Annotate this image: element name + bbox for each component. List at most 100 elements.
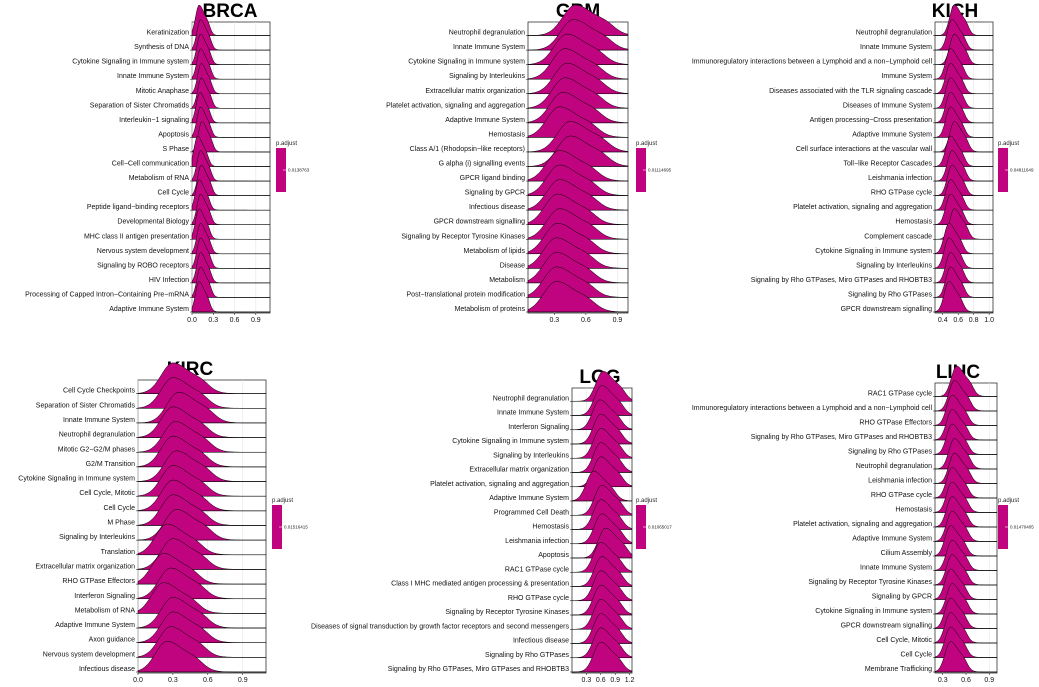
term-label: Separation of Sister Chromatids — [36, 402, 136, 409]
term-label: Metabolism — [489, 277, 525, 284]
term-label: Cytokine Signaling in Immune system — [815, 608, 932, 615]
term-label: Hemostasis — [488, 131, 525, 138]
x-tick-label: 1.0 — [984, 317, 994, 324]
term-label: Diseases associated with the TLR signali… — [769, 88, 932, 95]
term-label: Cell−Cell communication — [112, 161, 189, 168]
term-label: Cytokine Signaling in Immune system — [18, 476, 135, 483]
ridge-3 — [527, 48, 629, 80]
ridge-6 — [571, 456, 633, 488]
ridge-2 — [527, 33, 629, 65]
term-label: Extracellular matrix organization — [425, 88, 525, 95]
term-label: Signaling by Rho GTPases — [848, 291, 933, 298]
term-label: Axon guidance — [89, 637, 135, 644]
term-label: Peptide ligand−binding receptors — [87, 204, 190, 211]
term-label: Neutrophil degranulation — [449, 30, 525, 37]
term-label: Cytokine Signaling in Immune system — [72, 59, 189, 66]
term-label: RHO GTPase cycle — [508, 595, 569, 602]
x-tick-label: 0.0 — [133, 677, 143, 684]
x-tick-label: 0.6 — [581, 317, 591, 324]
ridge-1 — [527, 19, 629, 51]
term-label: GPCR downstream signalling — [841, 306, 933, 313]
legend-title: p.adjust — [998, 141, 1019, 147]
term-label: Cell Cycle — [103, 505, 135, 512]
legend-colorbar — [636, 505, 646, 549]
term-label: RAC1 GTPase cycle — [505, 566, 569, 573]
term-label: Cell Cycle, Mitotic — [79, 490, 135, 497]
x-tick-label: 0.3 — [208, 317, 218, 324]
term-label: Signaling by GPCR — [465, 190, 525, 197]
x-tick-label: 0.0 — [187, 317, 197, 324]
term-label: Signaling by ROBO receptors — [97, 262, 189, 269]
x-tick-label: 0.8 — [969, 317, 979, 324]
term-label: MHC class II antigen presentation — [84, 233, 189, 240]
legend-title: p.adjust — [998, 498, 1019, 504]
term-label: Complement cascade — [864, 233, 932, 240]
panel-brca: BRCA Keratinization Synthesis of DNA Cytoki… — [25, 1, 310, 324]
term-label: Neutrophil degranulation — [856, 463, 932, 470]
x-tick-label: 0.4 — [938, 317, 948, 324]
term-label: Cell Cycle — [900, 652, 932, 659]
ridge-7 — [527, 106, 629, 138]
legend-colorbar — [272, 505, 282, 549]
x-tick-label: 0.9 — [984, 677, 994, 684]
term-label: M Phase — [107, 520, 135, 527]
x-tick-label: 0.3 — [549, 317, 559, 324]
term-label: Signaling by Interleukins — [59, 534, 135, 541]
term-label: Adaptive Immune System — [109, 306, 189, 313]
x-tick-label: 0.9 — [251, 317, 261, 324]
term-label: Synthesis of DNA — [134, 44, 189, 51]
term-label: Class I MHC mediated antigen processing … — [391, 581, 569, 588]
term-label: Extracellular matrix organization — [469, 467, 569, 474]
term-label: Leishmania infection — [868, 478, 932, 485]
term-label: GPCR downstream signalling — [434, 219, 526, 226]
legend-title: p.adjust — [636, 498, 657, 504]
term-label: Nervous system development — [97, 248, 189, 255]
term-label: Adaptive Immune System — [852, 536, 932, 543]
term-label: S Phase — [163, 146, 190, 153]
term-label: Keratinization — [147, 30, 190, 37]
term-label: Developmental Biology — [117, 219, 189, 226]
term-label: Innate Immune System — [497, 410, 569, 417]
term-label: Infectious disease — [469, 204, 525, 211]
term-label: Innate Immune System — [63, 417, 135, 424]
term-label: Programmed Cell Death — [494, 509, 569, 516]
x-tick-label: 0.9 — [238, 677, 248, 684]
x-tick-label: 0.3 — [168, 677, 178, 684]
term-label: Metabolism of RNA — [129, 175, 190, 182]
term-label: Immunoregulatory interactions between a … — [692, 59, 933, 66]
legend-title: p.adjust — [636, 141, 657, 147]
term-label: Toll−like Receptor Cascades — [843, 161, 932, 168]
term-label: Metabolism of proteins — [455, 306, 526, 313]
term-label: Disease — [500, 262, 525, 269]
term-label: Infectious disease — [79, 666, 135, 673]
term-label: Platelet activation, signaling and aggre… — [386, 102, 525, 109]
ridge-19 — [572, 641, 633, 673]
term-label: RHO GTPase cycle — [871, 492, 932, 499]
term-label: Interferon Signaling — [74, 593, 135, 600]
term-label: Adaptive Immune System — [55, 622, 135, 629]
legend-colorbar — [276, 148, 286, 192]
term-label: Processing of Capped Intron−Containing P… — [25, 291, 189, 298]
term-label: RAC1 GTPase cycle — [868, 391, 932, 398]
term-label: Metabolism of RNA — [75, 607, 136, 614]
term-label: HIV Infection — [149, 277, 189, 284]
term-label: Signaling by Receptor Tyrosine Kinases — [401, 233, 525, 240]
term-label: Innate Immune System — [860, 44, 932, 51]
term-label: Class A/1 (Rhodopsin−like receptors) — [410, 146, 525, 153]
ridge-19 — [527, 281, 629, 313]
term-label: Innate Immune System — [860, 565, 932, 572]
term-label: Cell Cycle, Mitotic — [876, 637, 932, 644]
term-label: Interleukin−1 signaling — [119, 117, 189, 124]
term-label: Diseases of signal transduction by growt… — [311, 623, 569, 630]
term-label: Mitotic G2−G2/M phases — [58, 446, 136, 453]
x-tick-label: 0.9 — [610, 677, 620, 684]
term-label: Signaling by Rho GTPases, Miro GTPases a… — [388, 666, 569, 673]
term-label: Antigen processing−Cross presentation — [810, 117, 932, 124]
term-label: Platelet activation, signaling and aggre… — [793, 204, 932, 211]
term-label: Innate Immune System — [453, 44, 525, 51]
term-label: RHO GTPase Effectors — [859, 420, 932, 427]
